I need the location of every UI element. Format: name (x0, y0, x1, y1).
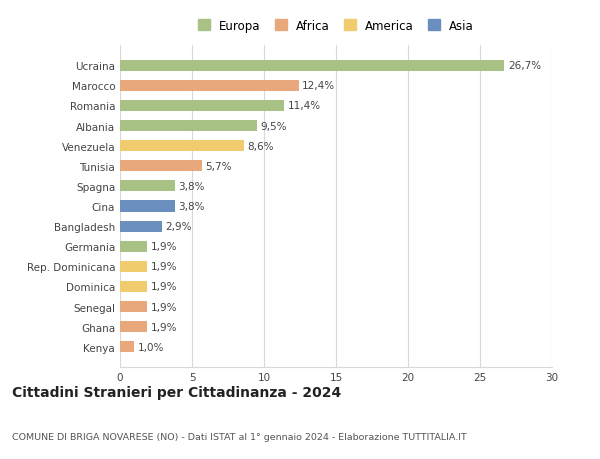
Legend: Europa, Africa, America, Asia: Europa, Africa, America, Asia (198, 20, 474, 33)
Text: 11,4%: 11,4% (288, 101, 321, 111)
Text: 1,0%: 1,0% (138, 342, 164, 352)
Bar (120, 121, 257, 132)
Text: 1,9%: 1,9% (151, 242, 178, 252)
Text: COMUNE DI BRIGA NOVARESE (NO) - Dati ISTAT al 1° gennaio 2024 - Elaborazione TUT: COMUNE DI BRIGA NOVARESE (NO) - Dati IST… (12, 431, 467, 441)
Text: 1,9%: 1,9% (151, 262, 178, 272)
Text: 12,4%: 12,4% (302, 81, 335, 91)
Bar (120, 141, 244, 152)
Text: 5,7%: 5,7% (206, 162, 232, 171)
Bar (120, 321, 148, 332)
Text: 3,8%: 3,8% (178, 181, 205, 191)
Text: 8,6%: 8,6% (247, 141, 274, 151)
Bar (120, 341, 134, 353)
Bar (120, 281, 148, 292)
Bar (120, 181, 175, 192)
Text: 26,7%: 26,7% (508, 61, 541, 71)
Bar (120, 81, 299, 92)
Bar (120, 61, 505, 72)
Text: 1,9%: 1,9% (151, 322, 178, 332)
Text: 9,5%: 9,5% (260, 121, 287, 131)
Text: 1,9%: 1,9% (151, 282, 178, 292)
Bar (120, 241, 148, 252)
Bar (120, 101, 284, 112)
Bar (120, 302, 148, 313)
Bar (120, 161, 202, 172)
Bar (120, 201, 175, 212)
Bar (120, 221, 162, 232)
Text: Cittadini Stranieri per Cittadinanza - 2024: Cittadini Stranieri per Cittadinanza - 2… (12, 386, 341, 399)
Bar (120, 261, 148, 272)
Text: 1,9%: 1,9% (151, 302, 178, 312)
Text: 2,9%: 2,9% (166, 222, 192, 232)
Text: 3,8%: 3,8% (178, 202, 205, 212)
